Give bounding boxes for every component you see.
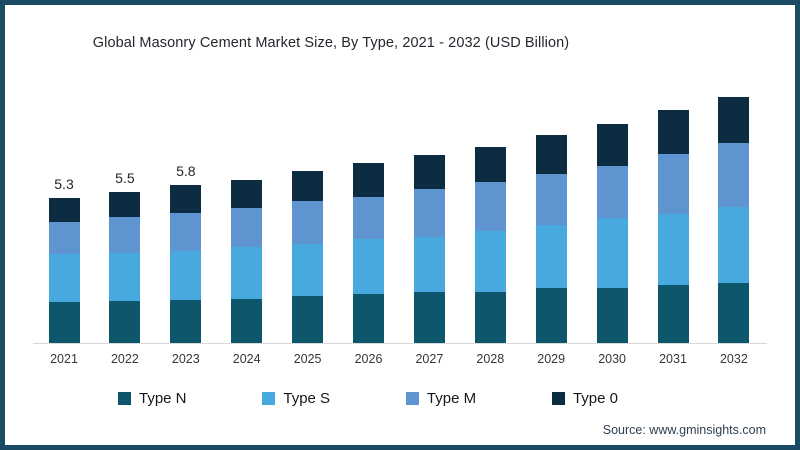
bar-segment-type-n — [48, 301, 80, 343]
bar-segment-type-0 — [292, 171, 324, 201]
bar-segment-type-0 — [535, 134, 567, 175]
bar-segment-type-m — [170, 212, 202, 251]
x-tick-label: 2023 — [171, 352, 200, 366]
stacked-bar-2022 — [109, 192, 141, 343]
legend-swatch-icon — [118, 392, 131, 405]
stacked-bar-2027 — [413, 155, 445, 343]
stacked-bar-2023 — [170, 185, 202, 343]
legend-item-type-0: Type 0 — [551, 390, 618, 407]
legend-label: Type N — [139, 390, 187, 407]
bar-segment-type-n — [353, 293, 384, 343]
x-tick-label: 2030 — [598, 352, 626, 366]
bar-segment-type-s — [109, 252, 141, 301]
bar-segment-type-m — [413, 189, 445, 237]
bar-segment-type-0 — [48, 198, 80, 223]
x-tick-label: 2022 — [110, 352, 139, 366]
stacked-bar-2031 — [657, 110, 689, 343]
bar-segment-type-s — [292, 243, 324, 297]
legend-swatch-icon — [405, 392, 419, 405]
bar-segment-type-s — [718, 207, 750, 284]
bar-segment-type-0 — [170, 185, 202, 213]
x-axis-labels: 2021 2022 2023 2024 2025 2026 2027 2028 2029 2030… — [0, 352, 800, 370]
legend-label: Type S — [283, 390, 331, 407]
bar-segment-type-0 — [474, 147, 506, 183]
x-tick-label: 2029 — [537, 352, 566, 366]
legend-label: Type M — [426, 390, 477, 407]
legend-swatch-icon — [551, 392, 565, 405]
bar-segment-type-0 — [657, 110, 689, 155]
bar-segment-type-0 — [109, 192, 141, 217]
bar-segment-type-n — [718, 283, 750, 343]
bar-segment-type-n — [292, 296, 324, 343]
x-tick-label: 2031 — [659, 352, 687, 366]
bar-segment-type-s — [353, 239, 384, 294]
bar-segment-type-s — [413, 236, 445, 293]
plot-area: 5.3 5.5 5.8 — [48, 96, 750, 343]
bar-segment-type-s — [231, 247, 263, 300]
bar-segment-type-m — [109, 216, 141, 253]
x-tick-label: 2028 — [476, 352, 505, 366]
bar-segment-type-n — [231, 299, 263, 343]
bar-segment-type-s — [657, 214, 689, 286]
legend-item-type-s: Type S — [262, 390, 330, 407]
bar-segment-type-0 — [413, 155, 445, 190]
legend: Type N Type S Type M Type 0 — [118, 390, 618, 407]
x-tick-label: 2027 — [415, 352, 444, 366]
bar-segment-type-0 — [231, 179, 263, 208]
legend-item-type-m: Type M — [405, 390, 477, 407]
bar-value-label: 5.5 — [115, 170, 135, 187]
stacked-bar-2024 — [231, 179, 263, 343]
bar-segment-type-s — [48, 254, 80, 302]
bar-segment-type-m — [48, 222, 80, 255]
bar-segment-type-0 — [353, 163, 384, 198]
chart-title: Global Masonry Cement Market Size, By Ty… — [92, 35, 570, 51]
stacked-bar-2021 — [48, 198, 80, 343]
bar-segment-type-m — [657, 154, 689, 215]
bar-segment-type-m — [231, 207, 263, 248]
bar-segment-type-m — [535, 174, 567, 226]
x-axis-line — [33, 343, 767, 344]
bar-segment-type-0 — [596, 124, 628, 167]
bar-segment-type-s — [170, 250, 202, 300]
source-note: Source: www.gminsights.com — [602, 423, 766, 437]
stacked-bar-2026 — [353, 163, 384, 343]
bar-segment-type-m — [474, 182, 506, 232]
x-tick-label: 2021 — [50, 352, 78, 366]
bar-segment-type-m — [718, 143, 750, 208]
bar-value-label: 5.8 — [176, 163, 196, 180]
bar-segment-type-m — [353, 197, 384, 240]
stacked-bar-2029 — [535, 134, 567, 343]
bar-value-label: 5.3 — [54, 176, 74, 193]
bar-segment-type-s — [596, 218, 628, 288]
stacked-bar-2028 — [474, 147, 506, 343]
bar-segment-type-n — [413, 292, 445, 343]
bar-segment-type-n — [596, 287, 628, 343]
x-tick-label: 2032 — [719, 352, 748, 366]
bar-segment-type-n — [109, 300, 141, 343]
bar-segment-type-n — [170, 299, 202, 343]
bar-segment-type-m — [596, 166, 628, 219]
legend-swatch-icon — [262, 392, 276, 405]
x-tick-label: 2025 — [293, 352, 322, 366]
legend-item-type-n: Type N — [118, 390, 187, 407]
bar-segment-type-n — [535, 288, 567, 343]
x-tick-label: 2026 — [354, 352, 383, 366]
bar-segment-type-n — [474, 291, 506, 343]
legend-label: Type 0 — [572, 390, 618, 407]
stacked-bar-2025 — [292, 171, 324, 343]
bar-segment-type-n — [657, 285, 689, 343]
bar-segment-type-s — [474, 231, 506, 292]
bar-segment-type-s — [535, 225, 567, 289]
x-tick-label: 2024 — [232, 352, 261, 366]
stacked-bar-2030 — [596, 124, 628, 343]
bar-segment-type-m — [292, 200, 324, 244]
bar-segment-type-0 — [718, 96, 750, 144]
stacked-bar-2032 — [718, 96, 750, 343]
